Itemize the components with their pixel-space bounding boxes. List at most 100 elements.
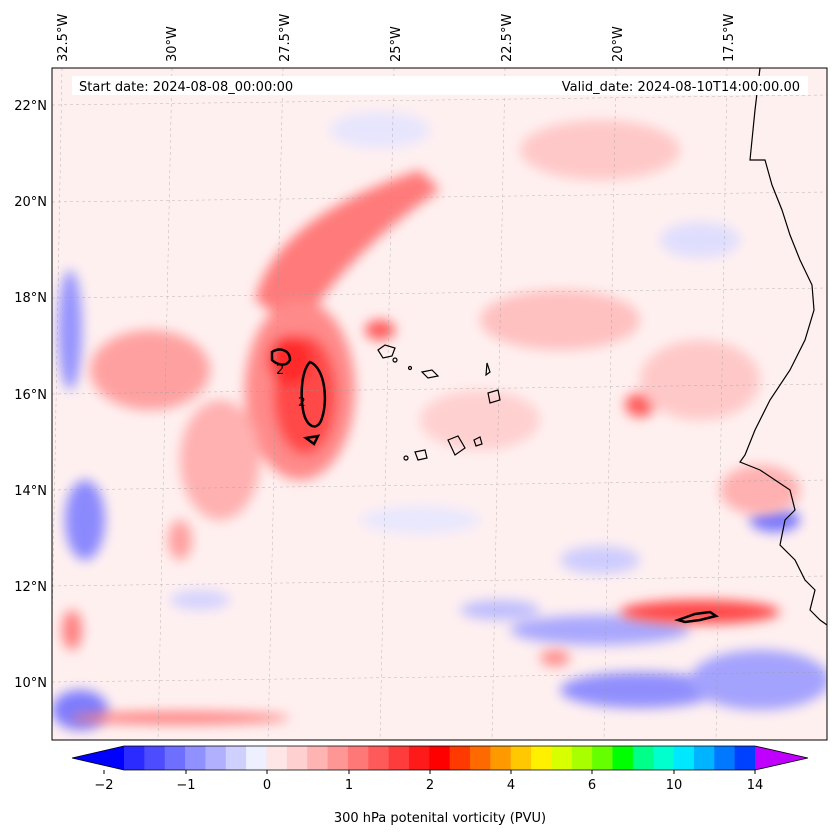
map-panel: 2 2	[52, 68, 827, 740]
coastlines	[377, 68, 827, 626]
colorbar-segment	[470, 746, 491, 770]
colorbar-segment	[632, 746, 654, 770]
colorbar-segment	[449, 746, 471, 770]
start-date-title: Start date: 2024-08-08_00:00:00	[79, 80, 293, 95]
map-frame	[51, 67, 828, 741]
latitude-label: 16°N	[14, 388, 47, 403]
colorbar-segment	[368, 746, 390, 770]
cape-verde-island	[407, 365, 413, 371]
longitude-label: 22.5°W	[500, 14, 515, 62]
cape-verde-island	[377, 344, 396, 359]
pv-contour	[270, 348, 292, 366]
colorbar	[71, 745, 809, 771]
valid-date-title: Valid_date: 2024-08-10T14:00:00.00	[562, 80, 800, 95]
pv-feature	[540, 650, 570, 666]
pv-feature	[480, 290, 640, 350]
contour-label: 2	[276, 363, 284, 378]
longitude-label: 25°W	[389, 26, 404, 62]
pv-feature	[620, 600, 780, 624]
colorbar-segment	[429, 746, 451, 770]
colorbar-segment	[571, 746, 593, 770]
colorbar-segment	[408, 746, 430, 770]
pv-2-contours	[270, 348, 720, 624]
colorbar-segment	[225, 746, 247, 770]
low-pv-regions	[52, 112, 827, 730]
colorbar-tick-label: 14	[747, 778, 764, 793]
latitude-label: 14°N	[14, 484, 47, 499]
colorbar-segment	[551, 746, 573, 770]
colorbar-segment	[490, 746, 512, 770]
graticule	[52, 68, 827, 740]
colorbar-tick-label: 2	[426, 778, 434, 793]
colorbar-segment	[307, 746, 329, 770]
colorbar-extend-high	[755, 746, 808, 770]
longitude-label: 17.5°W	[722, 14, 737, 62]
colorbar-tick-label: −1	[176, 778, 195, 793]
latitude-label: 12°N	[14, 580, 47, 595]
longitude-label: 30°W	[165, 26, 180, 62]
contour-label: 2	[298, 395, 306, 409]
colorbar-segment	[714, 746, 736, 770]
colorbar-segment	[185, 746, 206, 770]
latitude-labels: 22°N 20°N 18°N 16°N 14°N 12°N 10°N	[14, 99, 47, 691]
pv-feature	[70, 712, 290, 724]
pv-feature	[520, 120, 680, 180]
latitude-label: 20°N	[14, 195, 47, 210]
colorbar-segment	[531, 746, 552, 770]
cape-verde-island	[392, 357, 398, 363]
colorbar-segment	[327, 746, 349, 770]
africa-coastline	[739, 68, 827, 626]
latitude-label: 22°N	[14, 99, 47, 114]
colorbar-segment	[734, 746, 756, 770]
latitude-label: 18°N	[14, 291, 47, 306]
high-pv-regions	[62, 120, 800, 724]
colorbar-extend-low	[72, 746, 124, 770]
cape-verde-island	[447, 435, 466, 456]
pv-contour	[673, 610, 720, 624]
title-box	[72, 76, 808, 95]
pv-streamer	[255, 170, 440, 330]
colorbar-segment	[124, 746, 145, 770]
colorbar-segment	[286, 746, 308, 770]
low-pv-area	[690, 650, 827, 710]
low-pv-area	[58, 270, 82, 390]
colorbar-outline	[71, 745, 809, 771]
pv-feature	[90, 330, 210, 410]
pv-feature	[180, 400, 260, 520]
colorbar-segment	[673, 746, 695, 770]
colorbar-segment	[266, 746, 288, 770]
pv-feature	[720, 465, 800, 515]
colorbar-segment	[612, 746, 634, 770]
pv-contour	[302, 434, 321, 446]
cape-verde-island	[414, 449, 428, 461]
longitude-label: 20°W	[611, 26, 626, 62]
colorbar-segment	[164, 746, 186, 770]
cape-verde-island	[487, 389, 501, 404]
low-pv-area	[560, 546, 640, 574]
colorbar-tick-label: 6	[588, 778, 596, 793]
pv-feature	[62, 610, 82, 650]
colorbar-segment	[592, 746, 614, 770]
low-pv-area	[65, 480, 105, 560]
longitude-labels: 32.5°W 30°W 27.5°W 25°W 22.5°W 20°W 17.5°W	[56, 14, 737, 62]
colorbar-segment	[144, 746, 166, 770]
low-pv-area	[660, 222, 740, 258]
low-pv-area	[52, 690, 108, 730]
pv-feature	[640, 340, 760, 420]
low-pv-area	[360, 506, 480, 534]
low-pv-area	[460, 600, 540, 620]
latitude-label: 10°N	[14, 676, 47, 691]
low-pv-area	[510, 615, 690, 645]
colorbar-tick-label: 1	[345, 778, 353, 793]
pv-feature	[365, 320, 395, 340]
colorbar-segment	[653, 746, 675, 770]
low-pv-area	[330, 112, 430, 148]
cape-verde-island	[485, 362, 491, 377]
pv-feature	[168, 520, 192, 560]
longitude-label: 32.5°W	[56, 14, 71, 62]
colorbar-segment	[510, 746, 532, 770]
colorbar-tick-label: 0	[263, 778, 271, 793]
colorbar-ticks: −2 −1 0 1 2 4 6 10 14	[94, 770, 763, 793]
colorbar-segment	[205, 746, 227, 770]
